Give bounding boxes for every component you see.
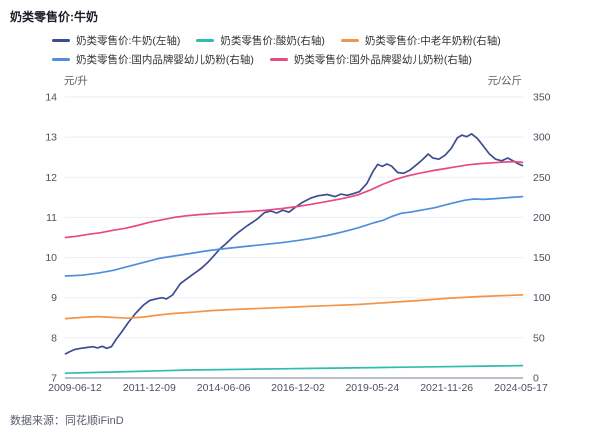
legend-row-2: 奶类零售价:国内品牌婴幼儿奶粉(右轴) 奶类零售价:国外品牌婴幼儿奶粉(右轴) [52, 52, 501, 67]
series-line-3 [64, 195, 524, 277]
legend-item-yogurt[interactable]: 奶类零售价:酸奶(右轴) [196, 33, 325, 48]
x-axis-tick-label: 2014-06-06 [197, 382, 251, 394]
legend-item-foreign-infant-formula[interactable]: 奶类零售价:国外品牌婴幼儿奶粉(右轴) [269, 52, 472, 67]
x-axis-tick-label: 2011-12-09 [123, 382, 176, 394]
legend-swatch-domestic-infant-formula [52, 58, 70, 61]
series-line-2 [64, 294, 524, 320]
left-axis-tick-label: 13 [45, 132, 57, 144]
left-axis-tick-label: 14 [45, 92, 57, 104]
right-axis-unit: 元/公斤 [487, 75, 522, 87]
x-axis-tick-label: 2019-05-24 [345, 382, 399, 394]
series-line-4 [64, 160, 524, 239]
page-title: 奶类零售价:牛奶 [10, 10, 98, 24]
legend-label-domestic-infant-formula: 奶类零售价:国内品牌婴幼儿奶粉(右轴) [76, 54, 254, 66]
x-axis-tick-label: 2009-06-12 [48, 382, 102, 394]
left-axis-unit: 元/升 [64, 75, 88, 87]
legend-item-midage-powder[interactable]: 奶类零售价:中老年奶粉(右轴) [340, 33, 501, 48]
right-axis-tick-label: 200 [533, 212, 551, 224]
legend-swatch-foreign-infant-formula [269, 58, 288, 61]
legend-label-yogurt: 奶类零售价:酸奶(右轴) [220, 35, 325, 47]
legend-item-milk[interactable]: 奶类零售价:牛奶(左轴) [52, 33, 180, 48]
right-axis-tick-label: 100 [533, 292, 551, 304]
legend-label-midage-powder: 奶类零售价:中老年奶粉(右轴) [364, 35, 501, 47]
left-axis-tick-label: 12 [45, 172, 57, 184]
series-line-1 [64, 364, 524, 375]
x-axis-tick-label: 2024-05-17 [494, 382, 548, 394]
right-axis-tick-label: 150 [533, 252, 551, 264]
legend-label-milk: 奶类零售价:牛奶(左轴) [76, 35, 181, 47]
legend-item-domestic-infant-formula[interactable]: 奶类零售价:国内品牌婴幼儿奶粉(右轴) [52, 52, 254, 67]
legend-swatch-milk [52, 39, 70, 42]
data-source-note: 数据来源：同花顺iFinD [10, 415, 124, 427]
legend-label-foreign-infant-formula: 奶类零售价:国外品牌婴幼儿奶粉(右轴) [293, 54, 472, 66]
right-axis-tick-label: 50 [533, 332, 545, 344]
legend-swatch-midage-powder [340, 39, 359, 42]
x-axis-tick-label: 2021-11-26 [420, 382, 473, 394]
left-axis-tick-label: 10 [45, 252, 57, 264]
x-axis-tick-label: 2016-12-02 [271, 382, 325, 394]
left-axis-tick-label: 11 [46, 212, 57, 224]
right-axis-tick-label: 0 [533, 373, 539, 385]
plot-area: 14 13 12 11 10 9 8 7 350 300 250 200 150 100 50 0 2009-0… [45, 92, 551, 395]
right-axis-tick-label: 300 [533, 132, 551, 144]
left-axis-tick-label: 9 [51, 292, 57, 304]
right-axis-tick-label: 350 [533, 92, 551, 104]
legend-row-1: 奶类零售价:牛奶(左轴) 奶类零售价:酸奶(右轴) 奶类零售价:中老年奶粉(右轴… [52, 33, 501, 48]
left-axis-tick-label: 7 [51, 373, 57, 385]
legend: 奶类零售价:牛奶(左轴) 奶类零售价:酸奶(右轴) 奶类零售价:中老年奶粉(右轴… [52, 33, 501, 67]
legend-swatch-yogurt [196, 39, 215, 42]
left-axis-tick-label: 8 [51, 332, 57, 344]
right-axis-tick-label: 250 [533, 172, 551, 184]
